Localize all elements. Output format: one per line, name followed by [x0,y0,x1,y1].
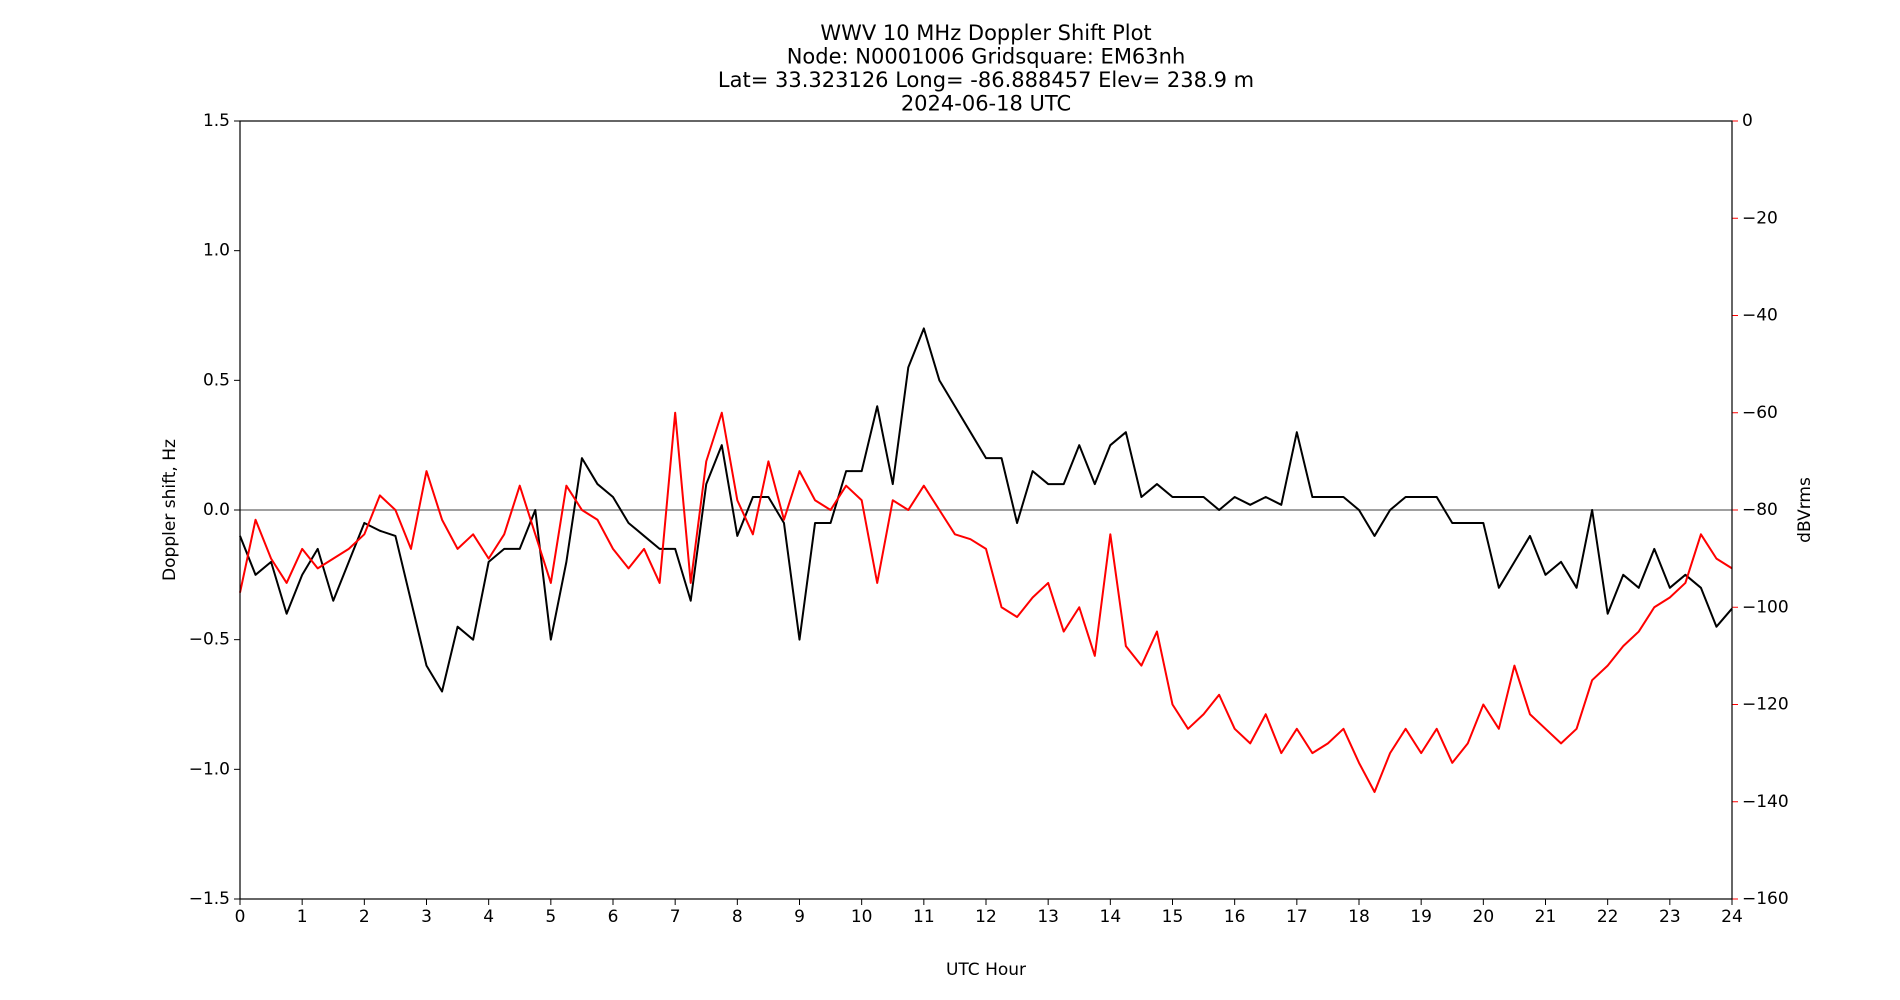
x-tick-label: 19 [1410,907,1432,927]
y2-tick-label: −80 [1742,500,1778,520]
x-tick-label: 0 [235,907,246,927]
x-tick-label: 21 [1535,907,1557,927]
x-tick-label: 4 [483,907,494,927]
x-tick-label: 3 [421,907,432,927]
x-tick-label: 14 [1100,907,1122,927]
chart-title: 2024-06-18 UTC [901,92,1071,116]
x-tick-label: 20 [1473,907,1495,927]
y2-axis-label: dBVrms [1795,477,1815,543]
y-tick-label: 1.5 [203,111,230,131]
series-line [239,327,1733,693]
x-tick-label: 22 [1597,907,1619,927]
x-tick-label: 9 [794,907,805,927]
y-tick-label: −1.5 [189,889,230,909]
y-axis-label: Doppler shift, Hz [160,439,180,581]
x-tick-label: 1 [297,907,308,927]
x-tick-label: 18 [1348,907,1370,927]
x-axis-label: UTC Hour [946,960,1026,980]
y2-tick-label: −160 [1742,889,1789,909]
chart-title: Node: N0001006 Gridsquare: EM63nh [787,45,1186,69]
y2-tick-label: −20 [1742,208,1778,228]
y-tick-label: −0.5 [189,630,230,650]
x-tick-label: 13 [1037,907,1059,927]
y2-tick-label: −40 [1742,306,1778,326]
chart-title: WWV 10 MHz Doppler Shift Plot [820,21,1151,45]
chart-title: Lat= 33.323126 Long= -86.888457 Elev= 23… [718,68,1254,92]
y-tick-label: 0.0 [203,500,230,520]
x-tick-label: 11 [913,907,935,927]
y2-tick-label: −60 [1742,403,1778,423]
y2-tick-label: −140 [1742,792,1789,812]
x-tick-label: 5 [545,907,556,927]
y-tick-label: −1.0 [189,759,230,779]
x-tick-label: 15 [1162,907,1184,927]
x-tick-label: 23 [1659,907,1681,927]
plot-frame [239,120,1733,900]
series-line [239,411,1733,794]
y2-tick-label: −100 [1742,597,1789,617]
x-tick-label: 24 [1721,907,1743,927]
x-tick-label: 17 [1286,907,1308,927]
x-tick-label: 8 [732,907,743,927]
x-tick-label: 10 [851,907,873,927]
y2-tick-label: 0 [1742,111,1753,131]
x-tick-label: 2 [359,907,370,927]
y2-tick-label: −120 [1742,695,1789,715]
y-tick-label: 0.5 [203,370,230,390]
y-tick-label: 1.0 [203,241,230,261]
x-tick-label: 7 [670,907,681,927]
x-tick-label: 12 [975,907,997,927]
x-tick-label: 6 [608,907,619,927]
x-tick-label: 16 [1224,907,1246,927]
